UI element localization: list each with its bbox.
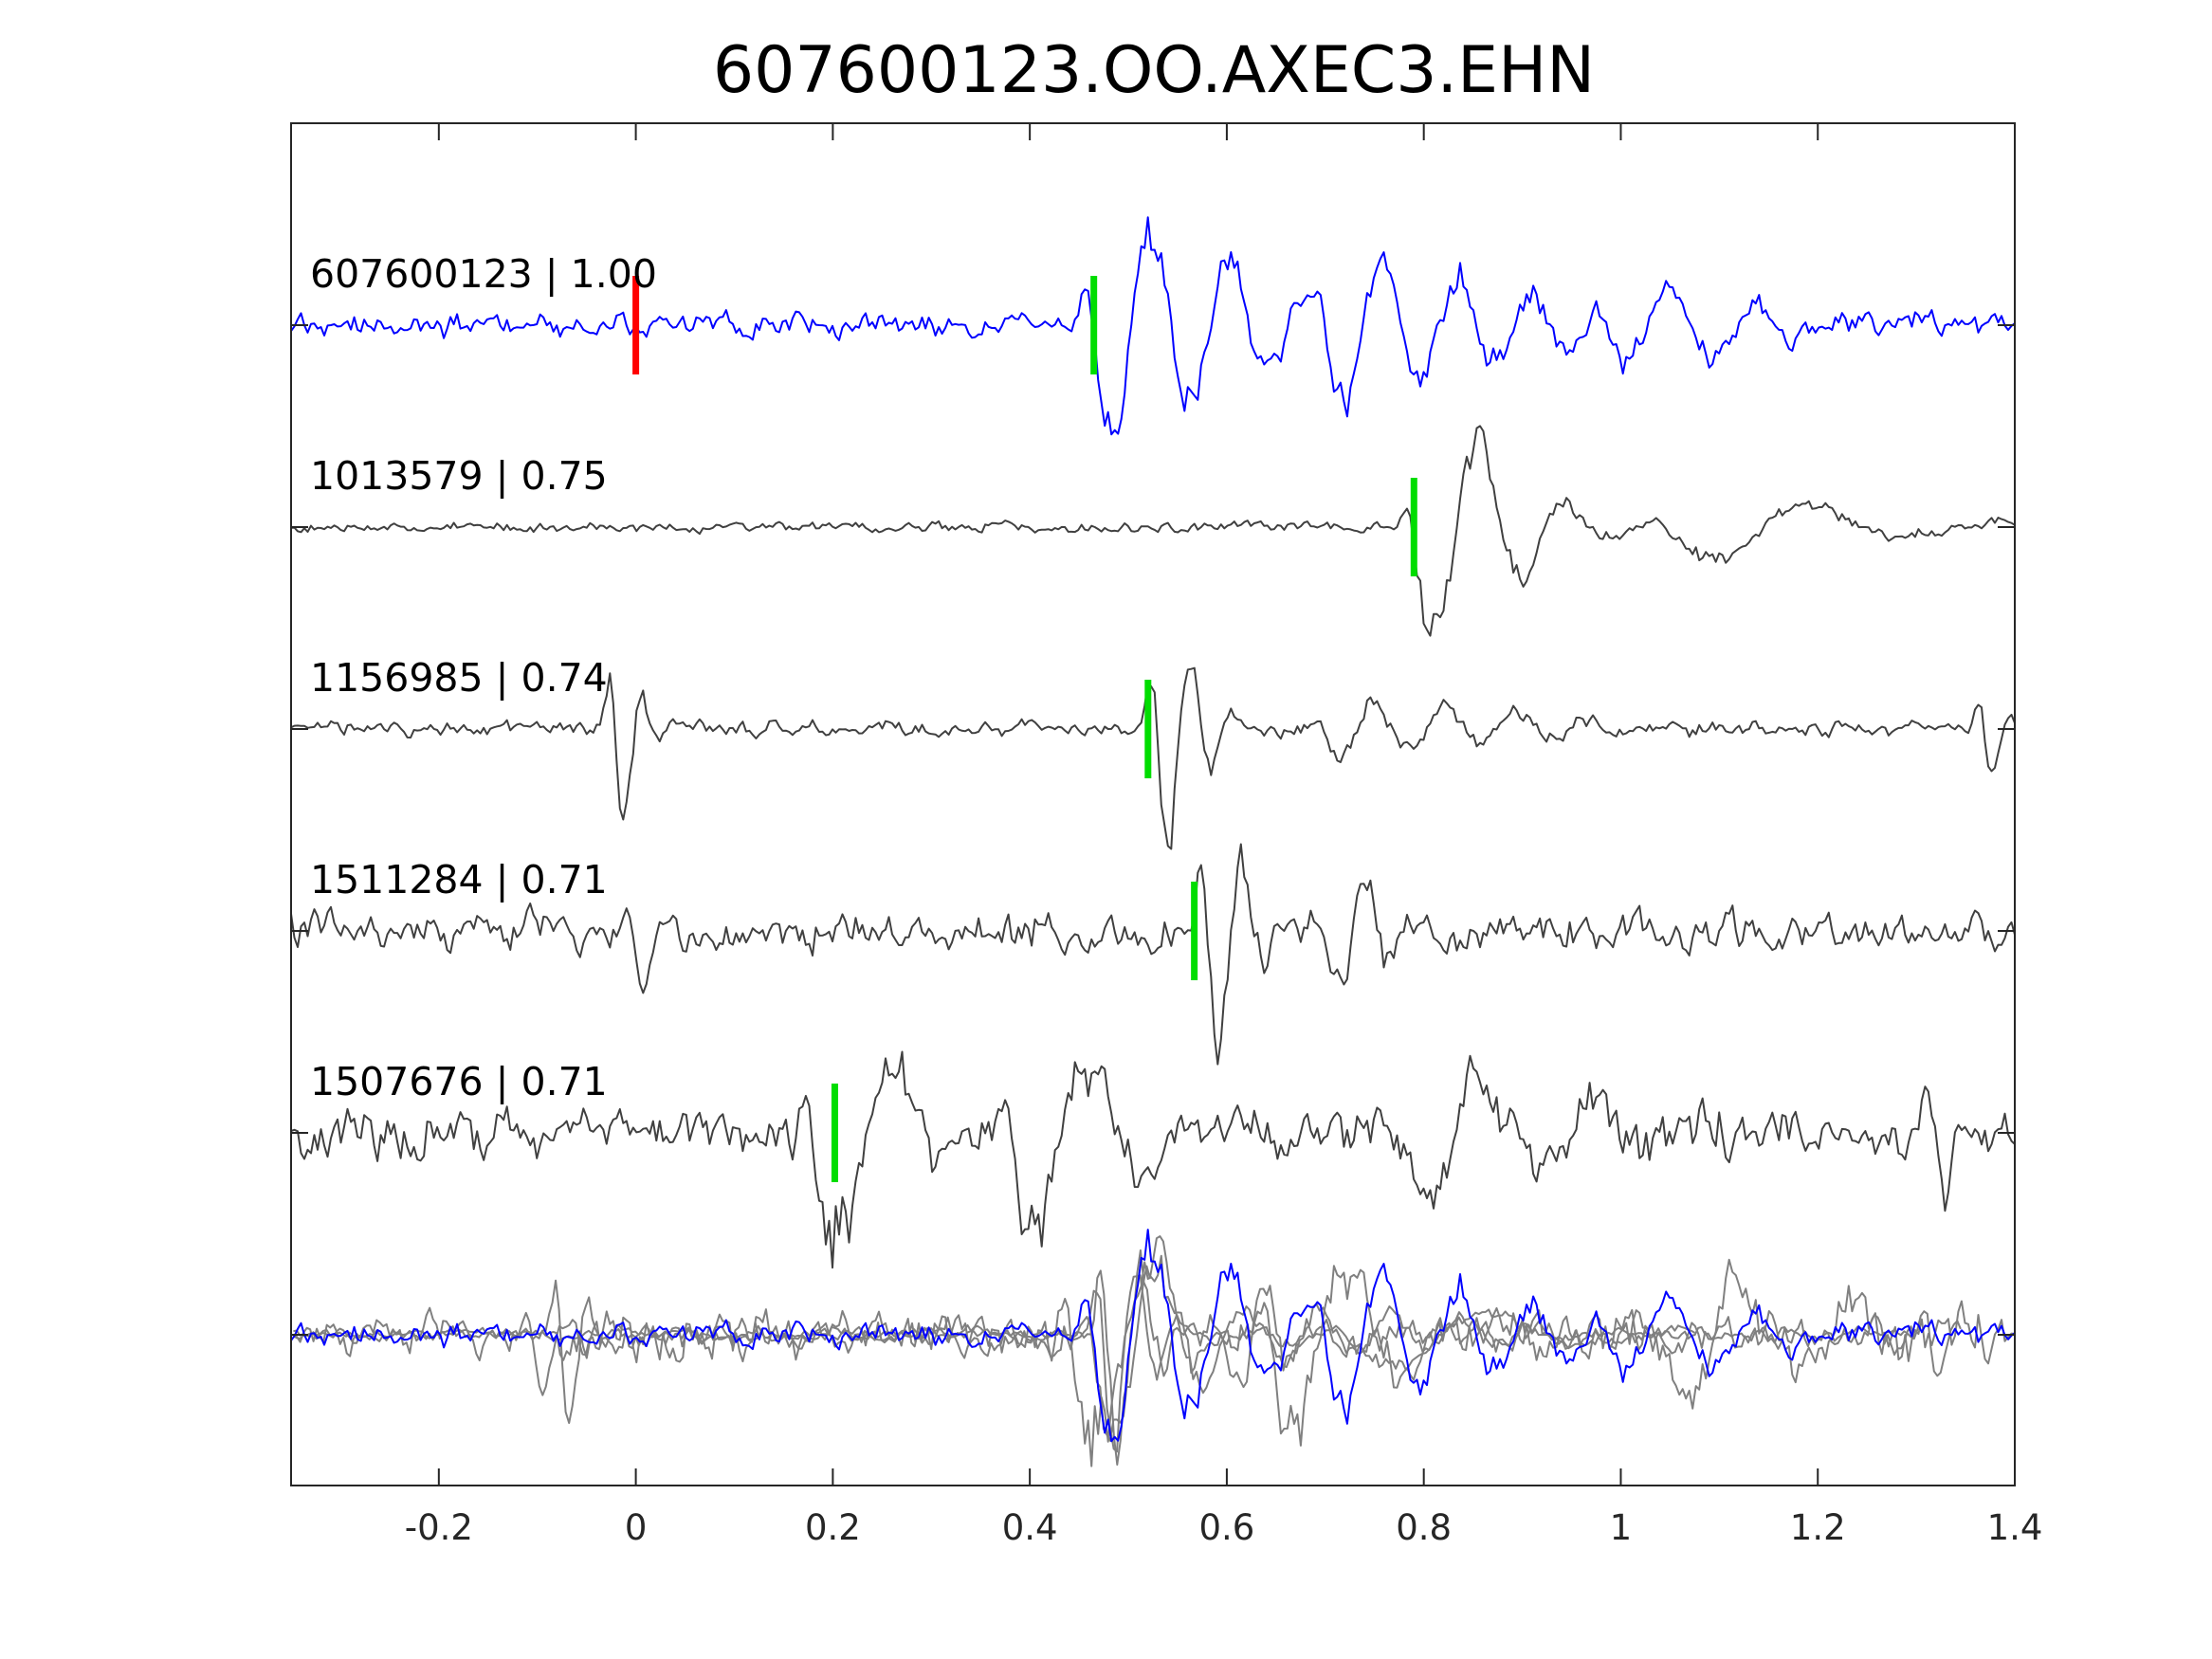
- trace-labels-layer: 607600123 | 1.00 1013579 | 0.75 1156985 | …: [310, 251, 657, 1104]
- x-tick-label: 0.8: [1396, 1507, 1452, 1548]
- trace-1013579: [290, 425, 2016, 637]
- x-tick-label: 0.6: [1198, 1507, 1254, 1548]
- x-tick-label: -0.2: [405, 1507, 473, 1548]
- x-tick-label: 1: [1610, 1507, 1633, 1548]
- x-tick-label: 1.2: [1790, 1507, 1846, 1548]
- trace-607600123: [290, 216, 2016, 436]
- stack-trace-1507676: [549, 1254, 2016, 1468]
- stack-trace-1013579: [292, 1235, 1695, 1442]
- stack-trace-1156985: [293, 1274, 1962, 1453]
- x-tick-label: 0: [625, 1507, 648, 1548]
- x-tick-label: 1.4: [1987, 1507, 2043, 1548]
- trace-label-1507676: 1507676 | 0.71: [310, 1059, 608, 1104]
- axes-box: [290, 122, 2016, 1486]
- trace-label-607600123: 607600123 | 1.00: [310, 251, 657, 297]
- trace-label-1511284: 1511284 | 0.71: [310, 857, 608, 902]
- x-axis: -0.2 0 0.2 0.4 0.6 0.8 1 1.2 1.4: [405, 123, 2043, 1548]
- stack-trace-1511284: [293, 1249, 1915, 1466]
- stack-trace-607600123: [290, 1229, 2016, 1443]
- trace-label-1156985: 1156985 | 0.74: [310, 655, 608, 701]
- chart-title: 607600123.OO.AXEC3.EHN: [713, 33, 1595, 108]
- trace-label-1013579: 1013579 | 0.75: [310, 453, 608, 499]
- picks-layer: [632, 276, 1417, 1182]
- x-tick-label: 0.2: [805, 1507, 861, 1548]
- stack-layer: [290, 1229, 2016, 1468]
- trace-1511284: [290, 843, 2016, 1066]
- trace-1156985: [290, 666, 2016, 850]
- trace-1507676: [290, 1050, 2016, 1269]
- x-tick-label: 0.4: [1002, 1507, 1058, 1548]
- traces-layer: [290, 216, 2016, 1269]
